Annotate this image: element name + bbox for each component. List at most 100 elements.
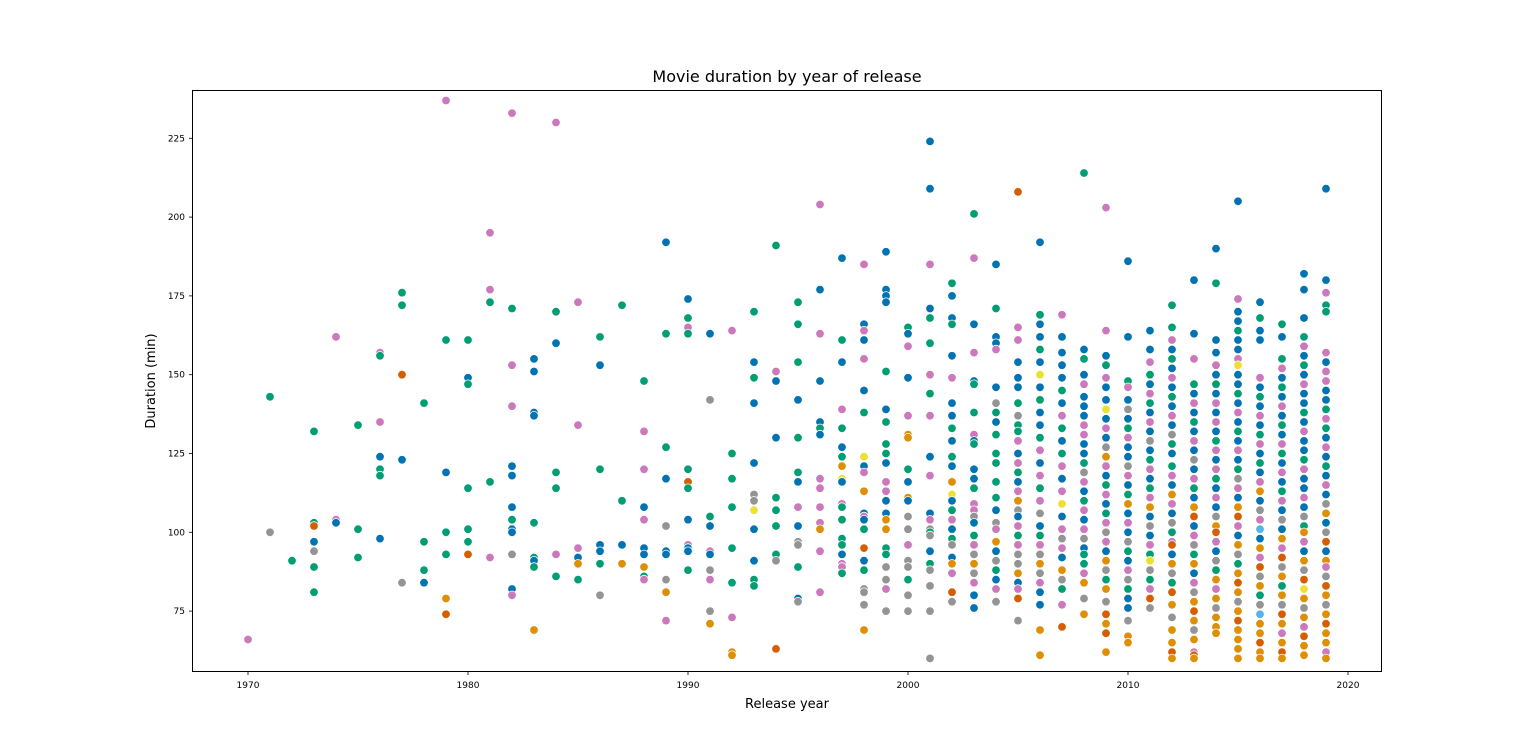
data-point (441, 549, 451, 560)
data-point (1299, 502, 1309, 512)
data-point (1013, 187, 1023, 197)
data-point (1277, 420, 1287, 430)
data-point (1321, 600, 1331, 610)
data-point (1233, 417, 1243, 427)
data-point (1255, 297, 1265, 307)
data-point (1211, 398, 1221, 408)
data-point (1035, 332, 1045, 342)
data-point (1079, 429, 1089, 440)
data-point (1057, 373, 1067, 383)
data-point (595, 546, 605, 556)
data-point (991, 303, 1001, 314)
data-point (1057, 584, 1067, 594)
data-point (573, 420, 583, 430)
data-point (1233, 196, 1243, 207)
data-point (1233, 530, 1243, 541)
data-point (1277, 373, 1287, 383)
data-point (1101, 597, 1111, 607)
data-point (375, 452, 385, 462)
data-point (639, 502, 649, 512)
data-point (1233, 625, 1243, 635)
data-point (1035, 530, 1045, 541)
data-point (1057, 600, 1067, 610)
plot-frame (192, 90, 1382, 672)
data-point (639, 574, 649, 585)
data-point (1079, 549, 1089, 560)
data-point (1255, 439, 1265, 449)
data-point (1211, 347, 1221, 358)
data-point (1167, 448, 1177, 459)
data-point (1299, 527, 1309, 538)
data-point (1123, 452, 1133, 462)
data-point (1321, 288, 1331, 298)
data-point (1189, 455, 1199, 465)
data-point (441, 335, 451, 345)
data-point (749, 373, 759, 383)
data-point (265, 392, 275, 402)
data-point (1321, 275, 1331, 285)
data-point (1101, 325, 1111, 336)
data-point (969, 540, 979, 550)
data-point (1079, 578, 1089, 588)
data-point (1233, 426, 1243, 437)
data-point (1035, 470, 1045, 481)
data-point (1035, 508, 1045, 519)
data-point (1167, 363, 1177, 374)
data-point (991, 259, 1001, 270)
data-point (1233, 606, 1243, 616)
data-point (1013, 382, 1023, 393)
data-point (1299, 483, 1309, 493)
data-point (1145, 398, 1155, 408)
data-point (1189, 634, 1199, 645)
data-point (617, 540, 627, 550)
data-point (1057, 622, 1067, 632)
data-point (1277, 319, 1287, 330)
data-point (1255, 429, 1265, 440)
data-point (969, 439, 979, 449)
data-point (1079, 168, 1089, 178)
data-point (991, 505, 1001, 515)
data-point (595, 590, 605, 601)
data-point (1189, 549, 1199, 560)
data-point (683, 565, 693, 575)
data-point (441, 609, 451, 620)
data-point (1321, 183, 1331, 194)
data-point (1079, 448, 1089, 459)
data-point (969, 603, 979, 613)
data-point (991, 574, 1001, 585)
data-point (1123, 593, 1133, 604)
data-point (947, 515, 957, 525)
data-point (881, 606, 891, 616)
data-point (1321, 508, 1331, 519)
data-point (1057, 499, 1067, 509)
data-point (925, 338, 935, 348)
data-point (1035, 625, 1045, 635)
data-point (1211, 370, 1221, 380)
data-point (1211, 603, 1221, 613)
data-point (1057, 486, 1067, 497)
data-point (1189, 379, 1199, 389)
data-point (1189, 388, 1199, 399)
data-point (595, 360, 605, 370)
data-point (837, 461, 847, 471)
data-point (771, 521, 781, 531)
data-point (1013, 411, 1023, 421)
data-point (749, 556, 759, 566)
data-point (727, 474, 737, 484)
data-point (1145, 426, 1155, 437)
data-point (881, 549, 891, 560)
data-point (1189, 426, 1199, 437)
data-point (749, 458, 759, 468)
data-point (1277, 477, 1287, 487)
data-point (1035, 559, 1045, 569)
data-point (969, 568, 979, 579)
data-point (1189, 511, 1199, 522)
data-point (1255, 325, 1265, 336)
data-point (815, 376, 825, 386)
data-point (617, 300, 627, 311)
x-tick-label: 1990 (677, 681, 700, 691)
data-point (1189, 625, 1199, 635)
data-point (463, 335, 473, 345)
data-point (1299, 464, 1309, 475)
data-point (485, 552, 495, 563)
